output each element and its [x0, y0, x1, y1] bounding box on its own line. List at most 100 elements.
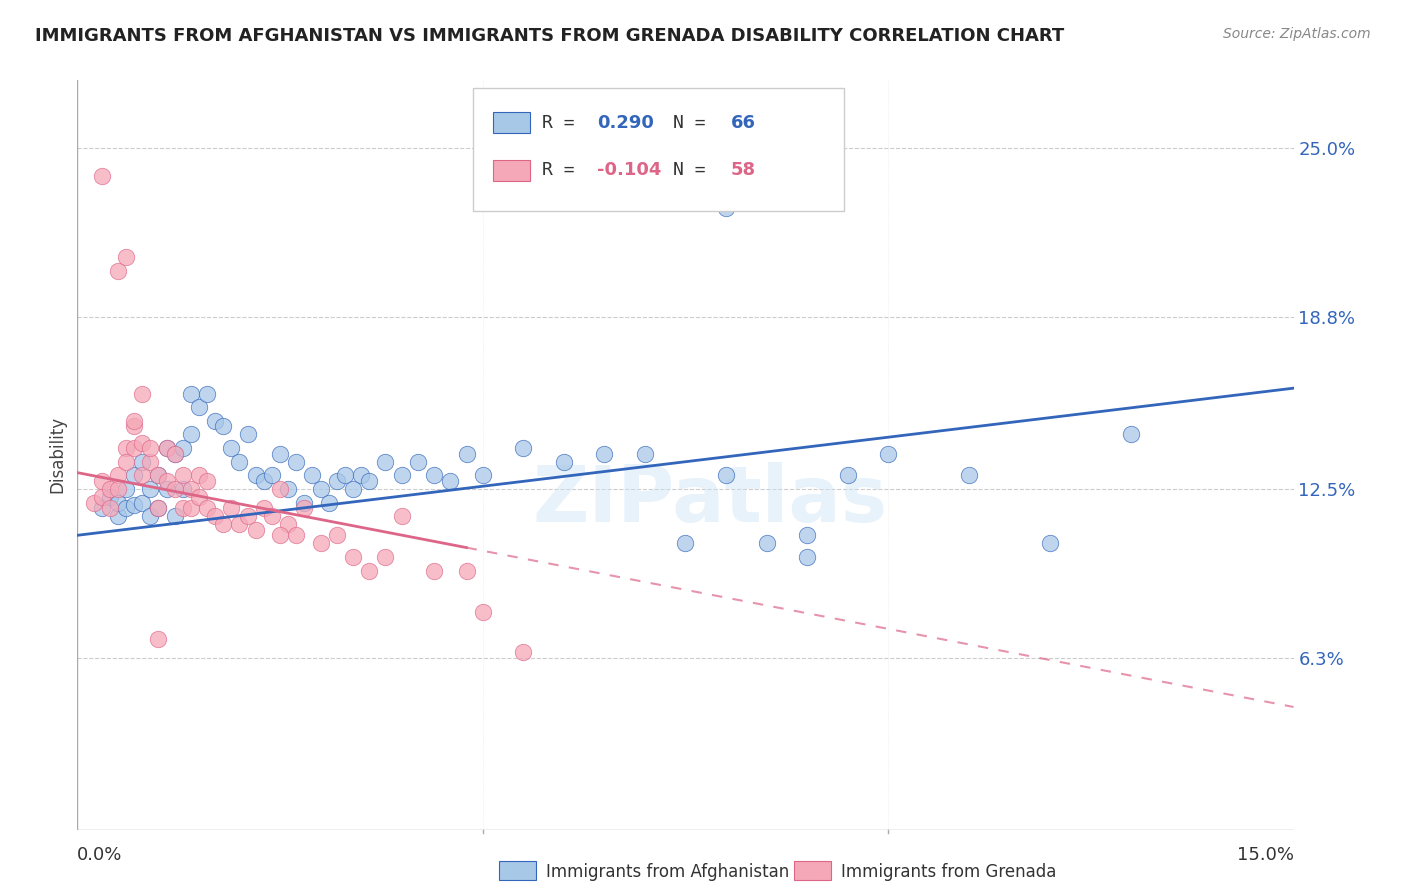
Point [180, 482, 202, 496]
FancyBboxPatch shape [494, 112, 530, 134]
Point [796, 550, 818, 565]
Point [359, 474, 381, 488]
Point [269, 482, 291, 496]
Point [1121, 427, 1143, 442]
Point [877, 446, 900, 460]
Point [148, 632, 170, 646]
Text: ZIPatlas: ZIPatlas [533, 462, 887, 538]
Point [212, 517, 235, 532]
Point [277, 517, 299, 532]
Point [115, 441, 138, 455]
Point [245, 468, 267, 483]
Point [122, 468, 145, 483]
Point [195, 474, 218, 488]
Point [155, 482, 177, 496]
Point [172, 441, 194, 455]
Point [309, 536, 332, 550]
Point [139, 509, 162, 524]
Point [148, 501, 170, 516]
Point [342, 550, 364, 565]
Point [131, 455, 153, 469]
Point [180, 427, 202, 442]
Point [115, 501, 138, 516]
Point [342, 482, 364, 496]
Point [139, 455, 162, 469]
FancyBboxPatch shape [472, 87, 844, 211]
Point [269, 446, 291, 460]
Point [115, 455, 138, 469]
Point [471, 468, 494, 483]
Text: 0.290: 0.290 [596, 114, 654, 132]
Point [292, 501, 315, 516]
Point [228, 517, 250, 532]
Point [471, 605, 494, 619]
FancyBboxPatch shape [494, 160, 530, 181]
Point [131, 386, 153, 401]
Text: R =: R = [541, 161, 585, 179]
Point [221, 501, 243, 516]
Point [204, 414, 226, 428]
Text: Source: ZipAtlas.com: Source: ZipAtlas.com [1223, 27, 1371, 41]
Point [374, 455, 396, 469]
Point [155, 441, 177, 455]
Text: N =: N = [673, 161, 717, 179]
Point [714, 202, 737, 216]
Point [98, 501, 121, 516]
Point [172, 482, 194, 496]
Point [406, 455, 429, 469]
Point [228, 455, 250, 469]
Text: N =: N = [673, 114, 717, 132]
Point [359, 564, 381, 578]
Point [163, 446, 186, 460]
Point [212, 419, 235, 434]
Point [90, 474, 112, 488]
Point [139, 441, 162, 455]
Point [391, 509, 413, 524]
Point [148, 468, 170, 483]
Point [115, 251, 138, 265]
Text: Immigrants from Grenada: Immigrants from Grenada [841, 863, 1056, 881]
Text: 66: 66 [731, 114, 755, 132]
Point [512, 441, 534, 455]
Point [172, 468, 194, 483]
Point [163, 482, 186, 496]
Point [90, 169, 112, 183]
Point [277, 482, 299, 496]
Text: IMMIGRANTS FROM AFGHANISTAN VS IMMIGRANTS FROM GRENADA DISABILITY CORRELATION CH: IMMIGRANTS FROM AFGHANISTAN VS IMMIGRANT… [35, 27, 1064, 45]
Point [107, 468, 129, 483]
Point [148, 468, 170, 483]
Point [107, 264, 129, 278]
Point [326, 528, 349, 542]
Point [131, 468, 153, 483]
Point [155, 441, 177, 455]
Point [131, 435, 153, 450]
Point [204, 509, 226, 524]
Point [553, 455, 575, 469]
Point [260, 468, 283, 483]
Point [195, 501, 218, 516]
Point [195, 386, 218, 401]
Point [107, 495, 129, 509]
Point [221, 441, 243, 455]
Point [98, 482, 121, 496]
Point [131, 495, 153, 509]
Point [714, 468, 737, 483]
Point [180, 501, 202, 516]
Point [512, 645, 534, 659]
Point [285, 455, 308, 469]
Point [83, 495, 105, 509]
Point [98, 490, 121, 504]
Point [755, 536, 778, 550]
Point [163, 509, 186, 524]
Text: 0.0%: 0.0% [77, 846, 122, 864]
Text: 15.0%: 15.0% [1236, 846, 1294, 864]
Point [115, 482, 138, 496]
Point [837, 468, 859, 483]
Point [180, 386, 202, 401]
Point [333, 468, 356, 483]
Point [122, 414, 145, 428]
Point [1039, 536, 1062, 550]
Point [456, 564, 478, 578]
Point [423, 564, 446, 578]
Point [188, 490, 211, 504]
